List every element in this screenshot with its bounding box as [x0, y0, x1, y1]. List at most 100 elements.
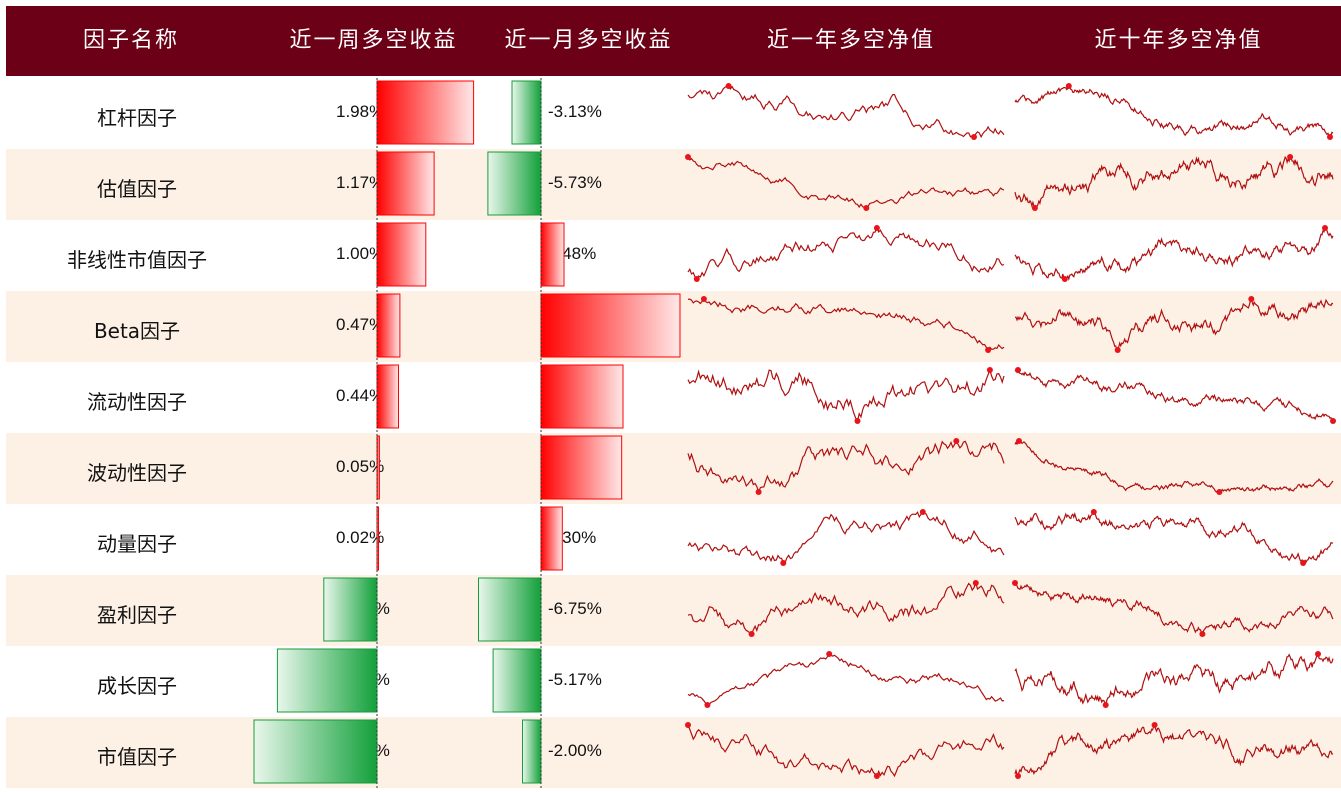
- decade-nav-sparkline-max-marker: [1090, 509, 1097, 515]
- decade-nav-sparkline-max-marker: [1151, 722, 1158, 728]
- month-return-label: -5.73%: [548, 173, 602, 192]
- year-nav-sparkline-line: [687, 368, 1005, 423]
- year-nav-sparkline-line: [687, 226, 1005, 281]
- month-return-bar: [540, 364, 624, 429]
- factor-name: 动量因子: [97, 532, 177, 556]
- week-return-label: 1.00%: [336, 244, 385, 263]
- month-return-label: -5.17%: [548, 670, 602, 689]
- year-nav-sparkline-line: [687, 581, 1005, 635]
- year-nav-sparkline-line: [687, 439, 1005, 494]
- table-row: 杠杆因子 1.98% -3.13%: [6, 78, 1341, 149]
- year-nav-sparkline-max-marker: [826, 651, 833, 657]
- factor-name: 波动性因子: [87, 461, 187, 485]
- month-return-bar: [511, 80, 542, 145]
- factor-name: 非线性市值因子: [67, 248, 207, 272]
- decade-nav-sparkline-max-marker: [1322, 225, 1328, 231]
- header-month-return: 近一月多空收益: [504, 28, 673, 53]
- decade-nav-sparkline-min-marker: [1015, 773, 1021, 779]
- decade-nav-sparkline-line: [1014, 511, 1334, 565]
- decade-nav-sparkline-max-marker: [1016, 438, 1022, 444]
- decade-nav-sparkline-max-marker: [1012, 580, 1018, 586]
- week-return-bar: [376, 151, 435, 216]
- year-nav-sparkline-max-marker: [953, 438, 960, 444]
- factor-name: 流动性因子: [87, 390, 187, 414]
- factor-name: 市值因子: [97, 745, 177, 769]
- year-nav-sparkline-min-marker: [748, 631, 755, 637]
- decade-nav-sparkline-min-marker: [1199, 631, 1206, 637]
- table-row: 估值因子 1.17% -5.73%: [6, 149, 1341, 220]
- decade-nav-sparkline-min-marker: [1102, 702, 1109, 708]
- month-return-bar: [540, 222, 565, 287]
- factor-name: 估值因子: [97, 177, 177, 201]
- decade-nav-sparkline-line: [1014, 582, 1334, 636]
- factor-name: 成长因子: [97, 674, 177, 698]
- factor-name: 杠杆因子: [97, 106, 177, 130]
- year-nav-sparkline-max-marker: [685, 154, 691, 160]
- month-return-bar: [540, 293, 681, 358]
- month-return-label: -6.75%: [548, 599, 602, 618]
- decade-nav-sparkline-line: [1014, 226, 1334, 282]
- month-return-bar: [478, 577, 542, 642]
- year-nav-sparkline-max-marker: [972, 580, 979, 586]
- year-nav-sparkline-max-marker: [725, 83, 732, 89]
- year-nav-sparkline-min-marker: [985, 347, 992, 353]
- week-return-label: 0.44%: [336, 386, 385, 405]
- table-row: 非线性市值因子 1.00% 2.48%: [6, 220, 1341, 291]
- month-return-bar: [522, 719, 542, 784]
- month-return-bar: [540, 506, 563, 571]
- year-nav-sparkline-max-marker: [986, 367, 993, 373]
- table-row: 盈利因子-1.09%-6.75%: [6, 575, 1341, 646]
- month-return-bar: [487, 151, 542, 216]
- week-return-bar: [376, 222, 427, 287]
- decade-nav-sparkline-min-marker: [1061, 276, 1068, 282]
- year-nav-sparkline-line: [687, 156, 1005, 209]
- decade-nav-sparkline-line: [1014, 652, 1334, 708]
- decade-nav-sparkline-max-marker: [1315, 651, 1321, 657]
- year-nav-sparkline-min-marker: [854, 418, 861, 424]
- decade-nav-sparkline-line: [1014, 155, 1334, 210]
- year-nav-sparkline-min-marker: [755, 489, 762, 495]
- header-decade-nav: 近十年多空净值: [1094, 28, 1263, 53]
- table-header: 因子名称 近一周多空收益 近一月多空收益 近一年多空净值 近十年多空净值: [6, 6, 1341, 76]
- header-factor-name: 因子名称: [82, 28, 179, 53]
- table-row: 动量因子 0.02% 2.30%: [6, 504, 1341, 575]
- factor-name: 盈利因子: [97, 603, 177, 627]
- decade-nav-sparkline-line: [1014, 297, 1334, 351]
- week-return-label: 0.47%: [336, 315, 385, 334]
- year-nav-sparkline-min-marker: [873, 773, 880, 779]
- week-return-label: 1.17%: [336, 173, 385, 192]
- decade-nav-sparkline-min-marker: [1300, 560, 1307, 566]
- decade-nav-sparkline-min-marker: [1216, 489, 1223, 495]
- week-return-bar: [323, 577, 378, 642]
- decade-nav-sparkline-max-marker: [1248, 296, 1255, 302]
- year-nav-sparkline-min-marker: [971, 134, 977, 140]
- year-nav-sparkline-min-marker: [693, 276, 700, 282]
- year-nav-sparkline-max-marker: [685, 722, 691, 728]
- week-return-label: 0.05%: [336, 457, 385, 476]
- week-return-bar: [253, 719, 378, 784]
- decade-nav-sparkline-max-marker: [1015, 367, 1021, 373]
- week-return-bar: [376, 364, 399, 429]
- year-nav-sparkline-min-marker: [704, 702, 711, 708]
- header-week-return: 近一周多空收益: [289, 28, 458, 53]
- year-nav-sparkline-max-marker: [873, 225, 880, 231]
- week-return-bar: [276, 648, 378, 713]
- decade-nav-sparkline-max-marker: [1065, 83, 1072, 89]
- month-return-label: -3.13%: [548, 102, 602, 121]
- year-nav-sparkline-min-marker: [863, 205, 870, 211]
- decade-nav-sparkline-min-marker: [1327, 134, 1333, 140]
- week-return-label: 1.98%: [336, 102, 385, 121]
- month-return-label: -2.00%: [548, 741, 602, 760]
- year-nav-sparkline-line: [687, 653, 1005, 706]
- decade-nav-sparkline-line: [1014, 439, 1334, 493]
- week-return-label: 0.02%: [336, 528, 385, 547]
- month-return-bar: [540, 435, 623, 500]
- table-row: 成长因子-2.04%-5.17%: [6, 646, 1341, 717]
- year-nav-sparkline-max-marker: [700, 296, 707, 302]
- decade-nav-sparkline-min-marker: [1031, 205, 1038, 211]
- week-return-bar: [376, 293, 401, 358]
- factor-name: Beta因子: [93, 319, 181, 343]
